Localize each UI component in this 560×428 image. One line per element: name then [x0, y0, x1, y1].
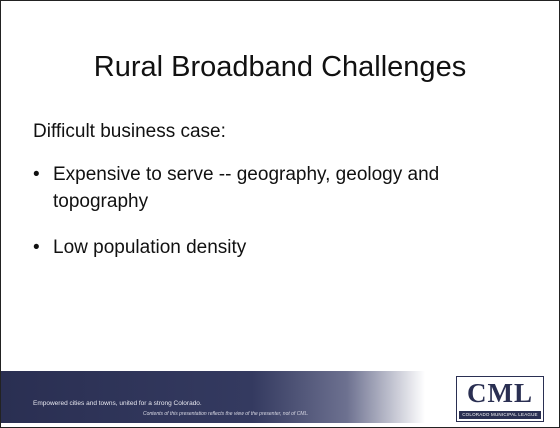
- slide-title: Rural Broadband Challenges: [93, 51, 467, 83]
- logo-subtext: COLORADO MUNICIPAL LEAGUE: [459, 411, 541, 419]
- logo: CML COLORADO MUNICIPAL LEAGUE: [456, 376, 544, 422]
- bullet-item: Expensive to serve -- geography, geology…: [33, 161, 523, 215]
- intro-text: Difficult business case:: [33, 121, 226, 142]
- footer-disclaimer: Contents of this presentation reflects t…: [143, 411, 309, 417]
- footer-tagline: Empowered cities and towns, united for a…: [33, 400, 202, 407]
- bullet-list: Expensive to serve -- geography, geology…: [33, 161, 523, 280]
- bullet-item: Low population density: [33, 234, 523, 261]
- logo-text: CML: [467, 378, 533, 408]
